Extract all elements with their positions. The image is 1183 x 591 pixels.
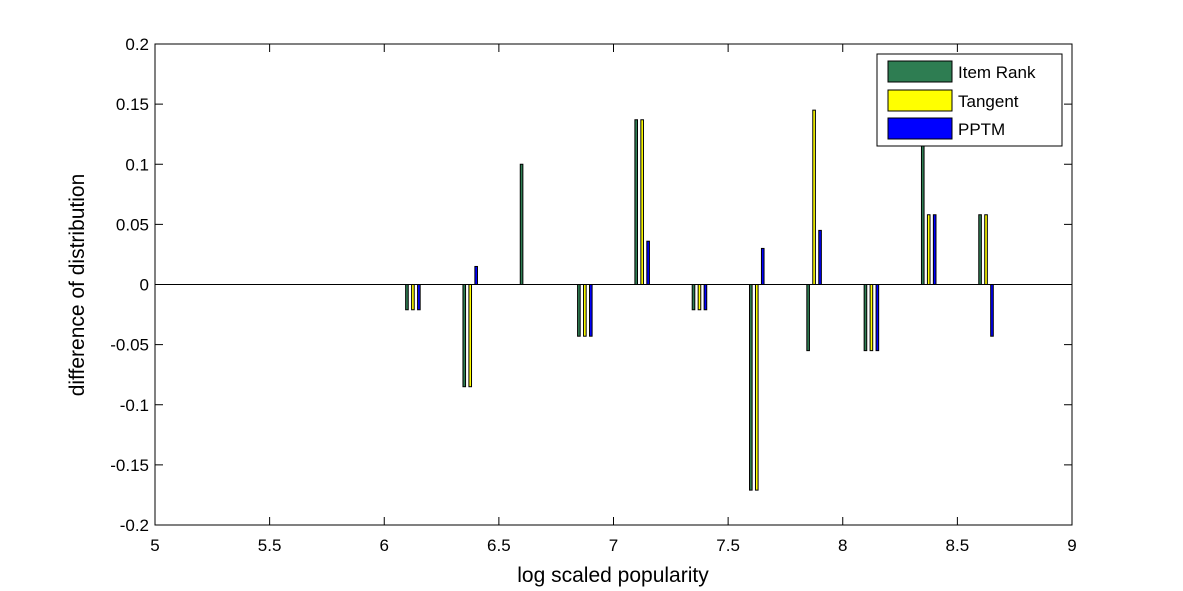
x-tick-label: 7 [609,536,618,555]
bar-pptm-5 [703,284,708,311]
y-tick-label: -0.1 [120,396,149,415]
x-tick-label: 7.5 [716,536,740,555]
bar-item-rank-6 [749,284,753,491]
bar-tangent-1 [468,284,473,388]
bar-tangent-6 [754,284,759,491]
bar-item-rank-2 [519,163,524,285]
bar-pptm-3 [589,284,593,337]
bar-tangent-10 [984,214,988,286]
bar-tangent-3 [583,284,587,337]
x-axis-label: log scaled popularity [517,564,709,587]
y-tick-label: 0 [140,276,149,295]
bar-tangent-8 [869,284,874,352]
bar-tangent-4 [640,119,644,285]
bar-tangent-0 [411,284,415,311]
bar-item-rank-8 [863,284,868,352]
legend-swatch-item-rank [887,60,953,83]
bar-pptm-4 [646,240,650,286]
bar-item-rank-10 [978,214,982,286]
x-tick-label: 6 [380,536,389,555]
y-tick-label: -0.05 [110,336,149,355]
x-axis-ticks: 5 5.5 6 6.5 7 7.5 8 8.5 9 [150,44,1077,555]
x-tick-label: 6.5 [487,536,511,555]
legend-label-item-rank: Item Rank [958,63,1036,82]
y-tick-label: 0.2 [125,35,149,54]
bar-pptm-10 [990,284,994,337]
y-axis-ticks: 0.2 0.15 0.1 0.05 0 -0.05 -0.1 -0.15 -0.2 [110,35,1072,535]
bar-tangent-5 [697,284,702,311]
bar-pptm-9 [932,214,937,286]
legend-swatch-tangent [887,89,953,112]
bar-pptm-0 [417,284,421,311]
bar-item-rank-1 [462,284,467,388]
y-tick-label: -0.15 [110,456,149,475]
bar-item-rank-4 [634,119,638,285]
y-tick-label: 0.1 [125,155,149,174]
y-tick-label: -0.2 [120,516,149,535]
bar-pptm-1 [474,265,478,285]
bar-pptm-6 [760,247,765,286]
y-axis-label: difference of distribution [66,174,89,397]
bar-item-rank-0 [405,284,409,311]
legend-label-pptm: PPTM [958,120,1005,139]
bar-tangent-9 [926,214,931,286]
y-tick-label: 0.15 [116,95,149,114]
bar-pptm-7 [818,229,822,285]
bar-tangent-7 [812,109,816,285]
x-tick-label: 8 [838,536,847,555]
legend-swatch-pptm [887,117,953,140]
x-tick-label: 9 [1067,536,1076,555]
bar-item-rank-5 [691,284,696,311]
bar-pptm-8 [875,284,880,352]
legend-label-tangent: Tangent [958,92,1019,111]
x-tick-label: 5.5 [258,536,282,555]
bar-item-rank-9 [920,142,925,285]
x-tick-label: 5 [150,536,159,555]
x-tick-label: 8.5 [946,536,970,555]
bar-item-rank-3 [577,284,581,337]
bar-item-rank-7 [806,284,810,352]
y-tick-label: 0.05 [116,215,149,234]
legend: Item Rank Tangent PPTM [876,53,1063,147]
